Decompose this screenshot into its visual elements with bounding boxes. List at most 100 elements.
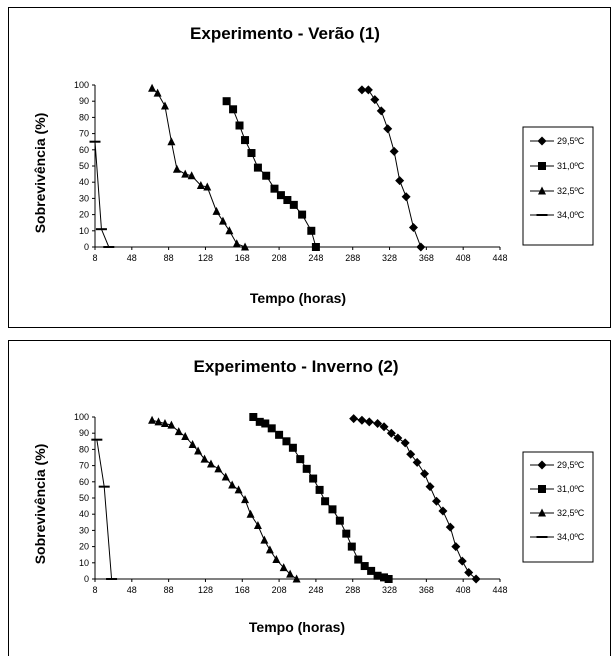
data-point-square [367,566,376,575]
data-point-square [315,485,324,494]
data-point-square [335,516,344,525]
data-point-diamond [357,85,367,95]
data-point-triangle [172,164,181,173]
data-point-dash [89,140,101,143]
data-point-diamond [386,428,396,438]
data-point-triangle [154,417,163,426]
data-point-diamond [364,417,374,427]
data-point-dash [536,536,548,538]
data-point-triangle [148,415,157,424]
data-point-diamond [401,192,411,202]
legend-label: 29,5ºC [557,136,585,146]
data-point-triangle [174,427,183,436]
data-point-diamond [393,433,403,443]
data-point-triangle [196,180,205,189]
data-point-square [373,571,382,580]
data-point-square [247,149,256,158]
y-tick-label: 10 [79,558,89,568]
series-line [353,418,477,580]
x-tick-label: 368 [419,253,434,263]
y-tick-label: 30 [79,193,89,203]
data-point-square [307,226,316,235]
data-point-diamond [412,457,422,467]
data-point-triangle [181,431,190,440]
data-point-triangle [265,545,274,554]
data-point-diamond [349,414,359,424]
x-tick-label: 448 [492,253,507,263]
y-tick-label: 0 [84,242,89,252]
data-point-diamond [363,85,373,95]
data-point-diamond [431,496,441,506]
data-point-square [222,97,231,106]
data-point-square [262,171,271,180]
series-layer [91,413,481,584]
chart-title: Experimento - Inverno (2) [194,357,399,376]
y-tick-label: 10 [79,226,89,236]
data-point-triangle [188,440,197,449]
data-point-square [241,136,250,145]
data-point-diamond [425,482,435,492]
data-point-triangle [272,555,281,564]
data-point-triangle [214,464,223,473]
data-point-diamond [379,422,389,432]
data-point-triangle [279,563,288,572]
data-point-triangle [246,509,255,518]
data-point-triangle [241,495,250,504]
series-line [151,419,297,580]
data-point-triangle [538,186,546,195]
data-point-square [538,485,546,493]
y-axis-label: Sobrevivência (%) [32,444,48,565]
data-point-square [384,575,393,583]
data-point-diamond [408,223,418,233]
data-point-square [380,573,389,582]
x-tick-label: 168 [235,253,250,263]
legend-label: 34,0ºC [557,210,585,220]
x-tick-label: 248 [308,253,323,263]
chart-summer: Experimento - Verão (1) Sobrevivência (%… [32,24,594,306]
data-point-square [538,162,546,170]
series-line [96,439,113,580]
data-point-square [360,562,369,571]
x-tick-label: 128 [198,585,213,595]
data-point-triangle [286,569,295,578]
data-point-dash [536,214,548,216]
data-point-square [255,417,264,426]
data-point-square [276,191,285,200]
data-point-square [296,455,305,464]
chart-winter: Experimento - Inverno (2) Sobrevivência … [32,357,594,635]
data-point-diamond [537,460,547,470]
y-tick-label: 80 [79,444,89,454]
y-tick-label: 60 [79,477,89,487]
data-point-triangle [228,480,237,489]
x-tick-label: 248 [308,585,323,595]
data-point-triangle [200,454,209,463]
y-tick-label: 100 [74,412,89,422]
data-point-diamond [376,106,386,116]
y-tick-label: 20 [79,542,89,552]
x-tick-label: 8 [92,253,97,263]
data-point-triangle [194,446,203,455]
legend: 29,5ºC 31,0ºC 32,5ºC 34,0ºC [522,126,594,246]
x-tick-label: 48 [127,253,137,263]
data-point-triangle [221,472,230,481]
y-tick-label: 50 [79,493,89,503]
x-tick-label: 368 [419,585,434,595]
data-point-diamond [420,469,430,479]
x-tick-label: 328 [382,585,397,595]
series-line [361,89,422,248]
y-tick-label: 90 [79,428,89,438]
legend-label: 32,5ºC [557,186,585,196]
y-axis-label: Sobrevivência (%) [32,113,48,234]
data-point-triangle [218,216,227,225]
data-point-triangle [206,459,215,468]
data-point-square [354,555,363,564]
data-point-square [275,430,284,439]
chart-title: Experimento - Verão (1) [190,24,380,43]
data-point-triangle [160,418,169,427]
x-tick-label: 88 [164,585,174,595]
data-point-dash [95,228,107,231]
y-tick-label: 70 [79,129,89,139]
data-point-square [267,424,276,433]
x-axis-label: Tempo (horas) [250,290,346,306]
data-point-square [288,443,297,452]
